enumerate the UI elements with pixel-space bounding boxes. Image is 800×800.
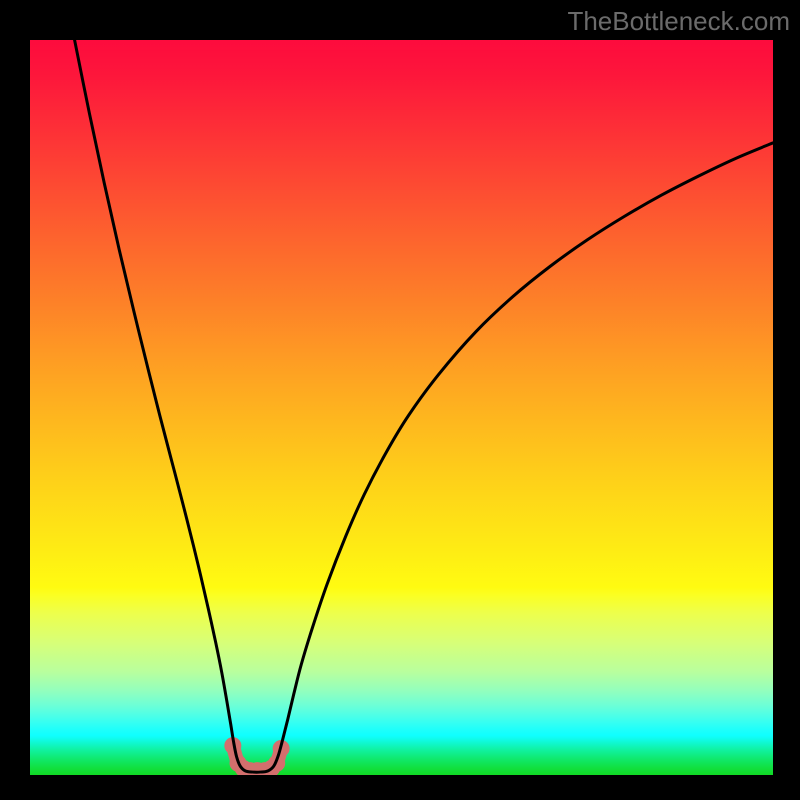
watermark-text: TheBottleneck.com — [567, 6, 790, 37]
main-curve — [75, 40, 773, 772]
chart-svg — [30, 40, 773, 775]
plot-area — [30, 40, 773, 775]
